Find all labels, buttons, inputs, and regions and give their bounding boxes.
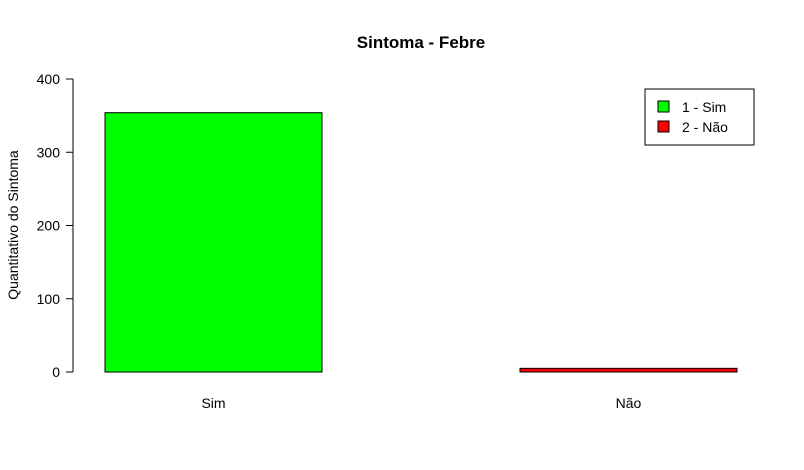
y-axis-label: Quantitativo do Sintoma — [5, 150, 21, 300]
x-tick-labels: Sim Não — [201, 395, 641, 411]
y-tick-label: 400 — [37, 71, 61, 87]
bar-no — [519, 367, 738, 373]
legend: 1 - Sim 2 - Não — [644, 88, 755, 146]
y-tick-label: 300 — [37, 144, 61, 160]
legend-label: 2 - Não — [682, 119, 728, 135]
legend-label: 1 - Sim — [682, 99, 726, 115]
bar-sim — [104, 112, 323, 373]
y-tick-label: 200 — [37, 218, 61, 234]
chart-title: Sintoma - Febre — [357, 33, 485, 52]
bars — [104, 112, 738, 373]
legend-swatch — [657, 120, 670, 133]
x-tick-label: Não — [616, 395, 642, 411]
legend-swatch — [657, 100, 670, 113]
y-tick-label: 100 — [37, 291, 61, 307]
legend-box — [644, 88, 755, 146]
x-tick-label: Sim — [201, 395, 225, 411]
y-axis: 0 100 200 300 400 — [37, 71, 74, 380]
y-tick-label: 0 — [52, 364, 60, 380]
